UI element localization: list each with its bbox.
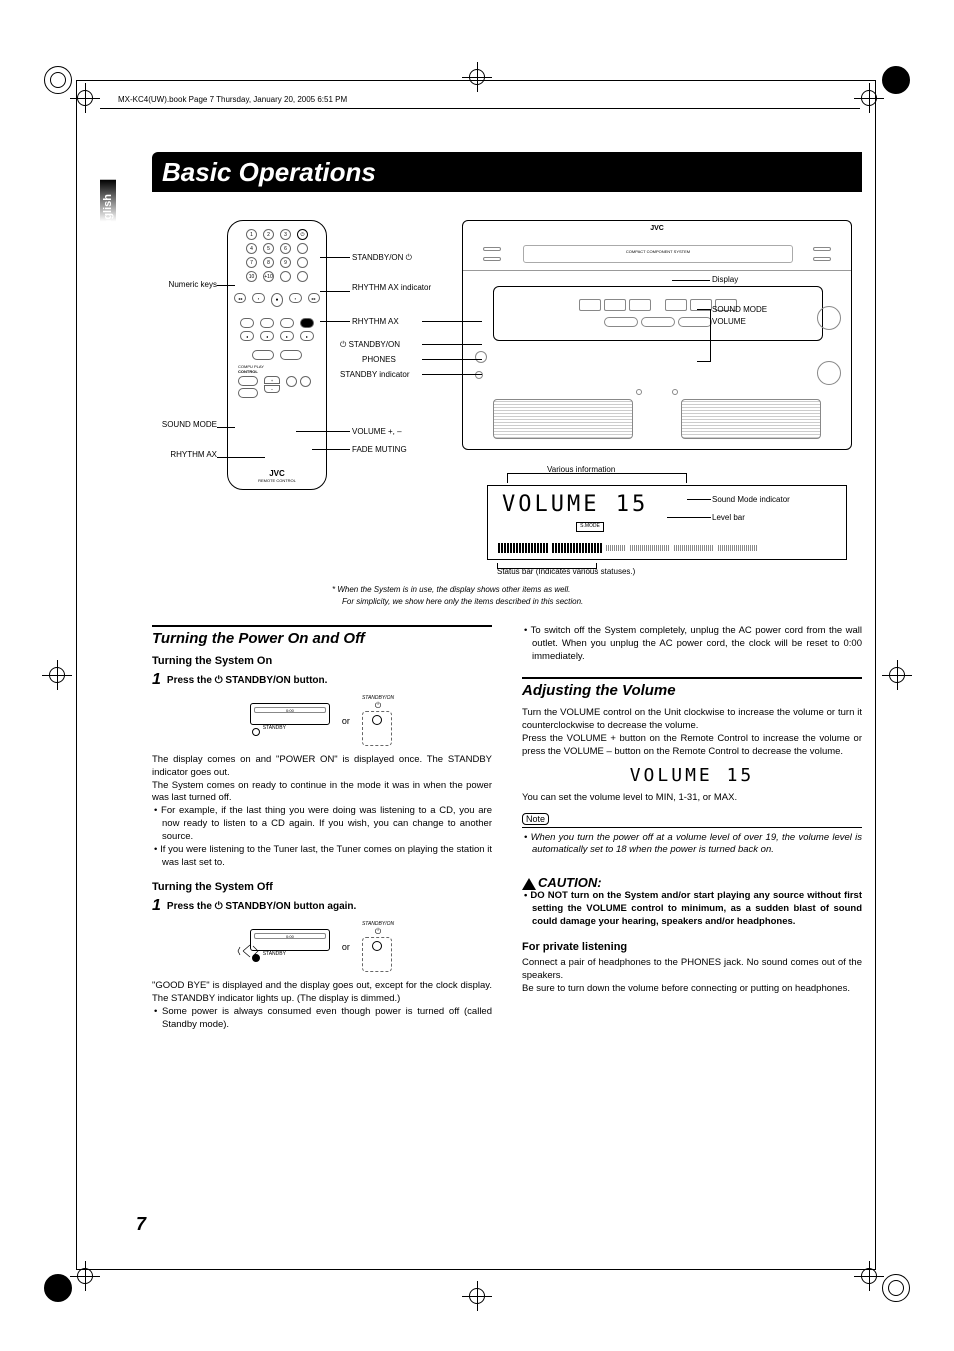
or-text-1: or <box>342 716 350 726</box>
sub-on: Turning the System On <box>152 655 492 667</box>
sub-off: Turning the System Off <box>152 881 492 893</box>
para-on-2: The System comes on ready to continue in… <box>152 780 492 806</box>
content-columns: Turning the Power On and Off Turning the… <box>152 625 862 1032</box>
section-power: Turning the Power On and Off <box>152 625 492 647</box>
step-num-1a: 1 <box>152 671 161 689</box>
header-info: MX-KC4(UW).book Page 7 Thursday, January… <box>118 95 347 104</box>
caution-text: • DO NOT turn on the System and/or start… <box>522 890 862 928</box>
label-rhythm-ax: RHYTHM AX <box>152 450 217 459</box>
page-number: 7 <box>136 1214 146 1235</box>
label-sm-ind: Sound Mode indicator <box>712 495 790 504</box>
reg-mark-bc <box>462 1281 492 1311</box>
vol-display: VOLUME 15 <box>522 765 862 786</box>
label-unit-volume: VOLUME <box>712 317 746 326</box>
label-standby: STANDBY/ON ⏻ <box>352 253 412 263</box>
display-panel: VOLUME 15 S.MODE <box>487 485 847 560</box>
or-text-2: or <box>342 942 350 952</box>
language-tab: English <box>100 180 116 240</box>
mini-diag-on: 0:00 STANDBY or STANDBY/ON ⏻ <box>152 695 492 746</box>
section-volume: Adjusting the Volume <box>522 677 862 699</box>
page-title: Basic Operations <box>152 152 862 192</box>
bullet-on-2: • If you were listening to the Tuner las… <box>152 844 492 870</box>
note-label: Note <box>522 813 549 825</box>
caution-icon <box>522 878 536 890</box>
step-text-on: Press the ⏻ STANDBY/ON button. <box>167 675 328 686</box>
left-column: Turning the Power On and Off Turning the… <box>152 625 492 1032</box>
note-text: • When you turn the power off at a volum… <box>522 832 862 858</box>
label-phones: PHONES <box>362 355 396 364</box>
bullet-off-1: • Some power is always consumed even tho… <box>152 1006 492 1032</box>
crop-mark-tr <box>882 66 910 99</box>
label-level-bar: Level bar <box>712 513 745 522</box>
bullet-on-1: • For example, if the last thing you wer… <box>152 805 492 843</box>
display-text: VOLUME 15 <box>488 486 846 517</box>
label-rhythm-btn: RHYTHM AX <box>352 317 399 326</box>
footnote-1: * When the System is in use, the display… <box>332 585 570 594</box>
diagram-area: 123⏻ 456 789 10+10 ◂◂▪●▪▸▸ ◂◂▸▸ COMPU PL… <box>152 205 862 615</box>
step-text-off: Press the ⏻ STANDBY/ON button again. <box>167 901 356 912</box>
vol-para3: You can set the volume level to MIN, 1-3… <box>522 792 862 805</box>
label-volume: VOLUME +, – <box>352 427 402 436</box>
crop-mark-tl <box>44 66 72 99</box>
caution-head: CAUTION: <box>522 875 862 890</box>
sub-private: For private listening <box>522 941 862 953</box>
header-rule <box>100 108 860 109</box>
priv-para1: Connect a pair of headphones to the PHON… <box>522 957 862 983</box>
reg-mark-ml <box>42 660 72 690</box>
step-num-1b: 1 <box>152 897 161 915</box>
reg-mark-mr <box>882 660 912 690</box>
label-unit-display: Display <box>712 275 738 284</box>
para-off-1: "GOOD BYE" is displayed and the display … <box>152 980 492 1006</box>
remote-control-label: REMOTE CONTROL <box>228 478 326 483</box>
crop-mark-br <box>882 1274 910 1307</box>
brand-label: JVC <box>228 469 326 478</box>
crop-mark-bl <box>44 1274 72 1307</box>
main-unit: JVC COMPACT COMPONENT SYSTEM <box>462 220 852 450</box>
label-rhythm-ind: RHYTHM AX indicator <box>352 283 431 292</box>
label-standby2: ⏻ STANDBY/ON <box>340 340 400 350</box>
para-on-1: The display comes on and "POWER ON" is d… <box>152 754 492 780</box>
bullet-top: • To switch off the System completely, u… <box>522 625 862 663</box>
label-fade: FADE MUTING <box>352 445 407 454</box>
vol-para2: Press the VOLUME + button on the Remote … <box>522 733 862 759</box>
label-unit-soundmode: SOUND MODE <box>712 305 767 314</box>
priv-para2: Be sure to turn down the volume before c… <box>522 983 862 996</box>
label-numeric: Numeric keys <box>152 280 217 289</box>
label-standby-ind: STANDBY indicator <box>340 370 410 379</box>
mini-diag-off: 0:00 STANDBY or STANDBY/ON ⏻ <box>152 921 492 972</box>
right-column: • To switch off the System completely, u… <box>522 625 862 1032</box>
label-sound-mode: SOUND MODE <box>152 420 217 429</box>
footnote-2: For simplicity, we show here only the it… <box>342 597 583 606</box>
vol-para1: Turn the VOLUME control on the Unit cloc… <box>522 707 862 733</box>
